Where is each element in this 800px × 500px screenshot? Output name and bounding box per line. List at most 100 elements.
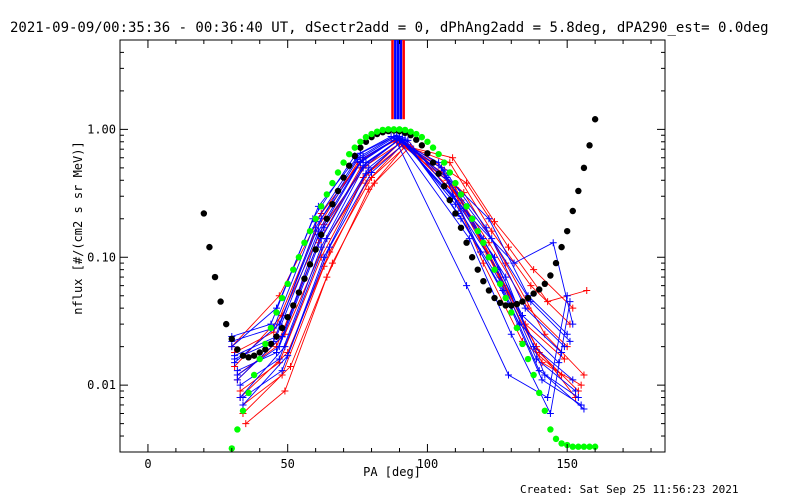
data-point-marker [449,154,457,162]
data-point-marker [273,348,281,356]
fit-curve-dot [508,302,515,309]
data-point-marker [546,410,554,418]
data-point-marker [320,253,328,261]
fit-curve-dot [513,300,521,308]
data-point-marker [488,227,496,235]
data-point-marker [356,149,364,157]
fit-curve-dot [234,426,241,433]
fit-curve-dot [351,144,358,151]
fit-curve-dot [334,187,342,195]
data-point-marker [395,135,403,143]
fit-curve-dot [239,352,247,359]
data-point-marker [275,343,283,351]
fit-curve-dot [424,138,431,145]
data-point-marker [544,394,552,402]
data-point-marker [446,159,454,167]
fit-curve-dot [435,170,442,177]
fit-curve-dot [580,164,588,172]
fit-curve-dot [463,239,470,246]
data-point-marker [465,235,473,243]
y-ticks-layer: 0.01 0.10 1.00 [87,39,665,453]
data-point-marker [359,162,367,170]
fit-curve-dot [541,280,549,288]
fit-curve-dot [435,150,442,158]
fit-curve-dot [519,340,526,348]
fit-curve-dot [318,231,325,238]
series-layer [228,131,591,428]
data-point-marker [281,387,289,395]
fit-curve-dot [502,294,509,302]
data-point-marker [583,286,591,294]
data-point-marker [499,286,507,294]
data-point-marker [463,282,471,290]
fit-curve-dot [329,179,336,187]
fit-curve-dot [413,136,420,143]
fit-curve-dot [496,299,504,307]
data-point-marker [236,387,244,395]
data-point-marker [286,362,294,370]
fit-curve-dot [575,187,582,195]
data-point-marker [356,158,364,166]
fit-curve-dot [491,294,498,302]
x-tick-label: 50 [280,457,294,471]
fit-curve-dot [396,126,403,133]
fit-curve-dot [575,443,582,450]
fit-curve-dot [519,298,526,305]
fit-curve-dot [373,128,381,135]
fit-curve-dot [547,426,554,433]
fit-curve-dot [245,354,252,361]
data-point-marker [231,359,239,367]
x-tick-label: 0 [144,457,151,471]
data-point-marker [580,405,588,413]
fit-curve-dot [429,144,437,151]
fit-curve-dot [591,116,599,123]
data-point-marker [365,164,373,172]
fit-curve-dot [245,389,252,397]
data-point-marker [560,355,568,363]
fit-curve-dot [278,294,286,302]
data-point-marker [549,239,557,247]
y-axis-label: nflux [#/(cm2 s sr MeV)] [71,141,85,314]
data-point-marker [580,371,588,379]
fit-curve-dot [429,159,437,166]
series-line [239,142,568,392]
fit-curve-dot [273,309,280,316]
fit-curve-dot [273,333,280,340]
fit-curve-dot [457,191,465,198]
data-point-marker [504,371,512,379]
fit-curve-dot [541,407,549,414]
fit-curve-dot [312,215,319,222]
data-point-marker [446,179,454,187]
fit-curve-dot [284,313,291,321]
data-point-marker [275,355,283,363]
data-point-marker [443,174,451,182]
data-point-marker [328,259,336,267]
fit-curve-dot [485,287,493,294]
fit-curve-dot [256,355,263,363]
data-point-marker [510,259,518,267]
fit-curve-dot [468,215,476,222]
fit-curve-dot [552,435,560,443]
fit-curve-dot [390,126,398,133]
fit-curve-dot [474,266,481,273]
fit-curve-dot [496,280,504,288]
fit-curve-dot [351,152,358,160]
data-point-marker [435,159,443,167]
data-point-marker [569,320,577,328]
fit-curve-dot [256,349,263,356]
chart-title: 2021-09-09/00:35:36 - 00:36:40 UT, dSect… [10,20,769,36]
vertical-bars-layer [391,40,405,120]
fit-curve-dot [547,272,554,279]
fit-curve-dot [569,207,576,215]
data-point-marker [504,243,512,251]
fit-curve-dot [206,243,213,251]
data-point-marker [284,352,292,360]
data-point-marker [544,298,552,306]
fit-curve-dot [267,340,275,348]
fit-curve-dot [345,150,353,158]
fit-curve-dot [530,371,537,379]
data-point-marker [242,420,250,428]
data-point-marker [362,170,370,178]
fit-curve-dot [306,227,314,235]
